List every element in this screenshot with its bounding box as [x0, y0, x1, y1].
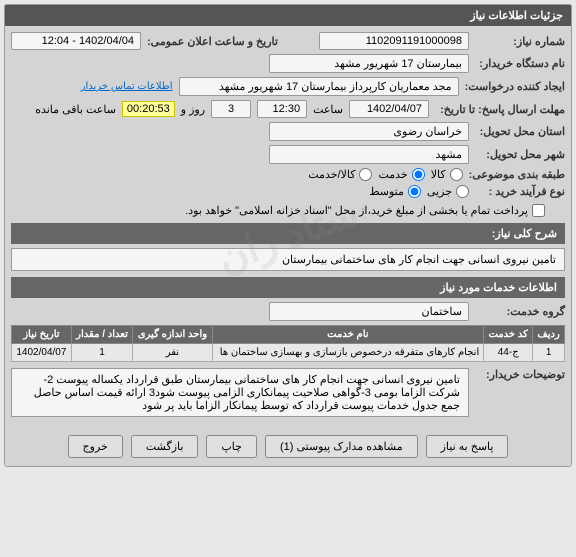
button-bar: پاسخ به نیاز مشاهده مدارک پیوستی (1) چاپ…: [5, 427, 571, 466]
deadline-time: 12:30: [257, 100, 307, 118]
th-name: نام خدمت: [212, 326, 484, 344]
radio-medium[interactable]: [408, 185, 421, 198]
creator-value: مجد معماریان کارپرداز بیمارستان 17 شهریو…: [179, 77, 459, 96]
table-row: 1 ج-44 انجام کارهای متفرقه درخصوص بازساز…: [12, 344, 565, 362]
service-group-value: ساختمان: [269, 302, 469, 321]
opt-medium: متوسط: [369, 185, 404, 198]
deadline-label: مهلت ارسال پاسخ: تا تاریخ:: [435, 103, 565, 116]
req-number-value: 1102091191000098: [319, 32, 469, 50]
td-code: ج-44: [484, 344, 533, 362]
th-unit: واحد اندازه گیری: [133, 326, 212, 344]
payment-check-label: پرداخت تمام یا بخشی از مبلغ خرید،از محل …: [185, 204, 528, 217]
deadline-date: 1402/04/07: [349, 100, 429, 118]
th-row: ردیف: [533, 326, 565, 344]
opt-partial: جزیی: [427, 185, 452, 198]
general-desc-text: تامین نیروی انسانی جهت انجام کار های ساخ…: [11, 248, 565, 271]
time-label: ساعت: [313, 103, 343, 116]
req-number-label: شماره نیاز:: [475, 35, 565, 48]
buyer-value: بیمارستان 17 شهریور مشهد: [269, 54, 469, 73]
buyer-notes-label: توضیحات خریدار:: [475, 368, 565, 381]
days-remaining: 3: [211, 100, 251, 118]
th-code: کد خدمت: [484, 326, 533, 344]
announce-value: 1402/04/04 - 12:04: [11, 32, 141, 50]
opt-service: خدمت: [378, 168, 407, 181]
th-qty: تعداد / مقدار: [71, 326, 132, 344]
buy-type-label: نوع فرآیند خرید :: [475, 185, 565, 198]
city-value: مشهد: [269, 145, 469, 164]
main-panel: جزئیات اطلاعات نیاز شماره نیاز: 11020911…: [4, 4, 572, 467]
radio-both[interactable]: [359, 168, 372, 181]
radio-goods[interactable]: [450, 168, 463, 181]
hours-label: ساعت باقی مانده: [35, 103, 116, 116]
td-date: 1402/04/07: [12, 344, 72, 362]
checkbox-payment[interactable]: [532, 204, 545, 217]
td-unit: نفر: [133, 344, 212, 362]
services-table: ردیف کد خدمت نام خدمت واحد اندازه گیری ت…: [11, 325, 565, 362]
attachments-button[interactable]: مشاهده مدارک پیوستی (1): [265, 435, 418, 458]
opt-goods: کالا: [431, 168, 446, 181]
creator-label: ایجاد کننده درخواست:: [465, 80, 565, 93]
province-value: خراسان رضوی: [269, 122, 469, 141]
td-name: انجام کارهای متفرقه درخصوص بازسازی و بهس…: [212, 344, 484, 362]
province-label: استان محل تحویل:: [475, 125, 565, 138]
buyer-notes-text: تامین نیروی انسانی جهت انجام کار های ساخ…: [11, 368, 469, 417]
back-button[interactable]: بازگشت: [131, 435, 199, 458]
td-qty: 1: [71, 344, 132, 362]
respond-button[interactable]: پاسخ به نیاز: [426, 435, 509, 458]
city-label: شهر محل تحویل:: [475, 148, 565, 161]
contact-link[interactable]: اطلاعات تماس خریدار: [81, 81, 173, 92]
hours-remaining: 00:20:53: [122, 101, 175, 117]
print-button[interactable]: چاپ: [206, 435, 257, 458]
services-header: اطلاعات خدمات مورد نیاز: [11, 277, 565, 298]
buyer-label: نام دستگاه خریدار:: [475, 57, 565, 70]
radio-service[interactable]: [412, 168, 425, 181]
service-group-label: گروه خدمت:: [475, 305, 565, 318]
class-label: طبقه بندی موضوعی:: [469, 168, 565, 181]
panel-title: جزئیات اطلاعات نیاز: [5, 5, 571, 26]
td-row: 1: [533, 344, 565, 362]
opt-both: کالا/خدمت: [308, 168, 355, 181]
radio-partial[interactable]: [456, 185, 469, 198]
exit-button[interactable]: خروج: [68, 435, 123, 458]
announce-label: تاریخ و ساعت اعلان عمومی:: [147, 35, 278, 48]
th-date: تاریخ نیاز: [12, 326, 72, 344]
general-desc-header: شرح کلی نیاز:: [11, 223, 565, 244]
days-label: روز و: [181, 103, 205, 116]
